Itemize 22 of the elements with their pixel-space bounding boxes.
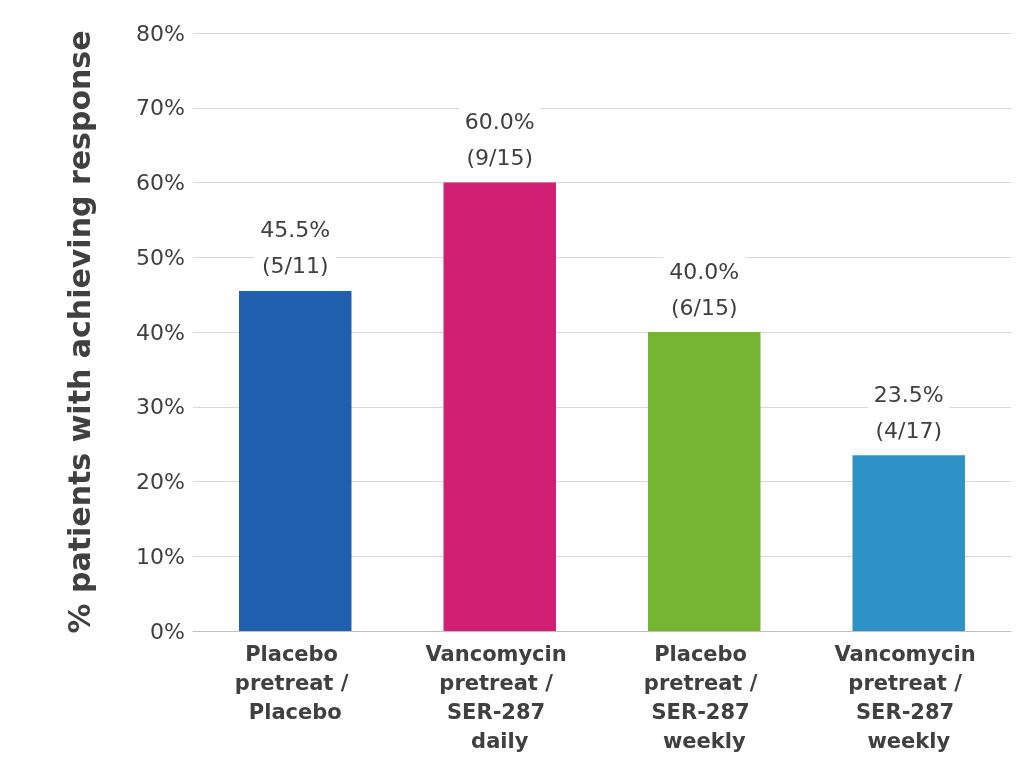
- y-tick-label: 0%: [150, 618, 185, 644]
- data-label: 60.0% (9/15): [464, 109, 535, 170]
- data-label: 40.0% (6/15): [669, 258, 740, 320]
- bar: [648, 332, 761, 631]
- x-tick-label: Vancomycin pretreat / SER-287 weekly: [834, 641, 984, 753]
- y-tick-label: 30%: [136, 394, 185, 420]
- y-axis-title: % patients with achieving response: [61, 30, 97, 634]
- bar: [443, 182, 556, 631]
- y-tick-label: 60%: [136, 170, 185, 195]
- y-tick-label: 70%: [136, 95, 185, 121]
- bar: [852, 455, 965, 631]
- x-tick-label: Placebo pretreat / Placebo: [234, 641, 356, 724]
- y-tick-label: 20%: [136, 469, 185, 494]
- data-label: 23.5% (4/17): [873, 381, 944, 443]
- data-label: 45.5% (5/11): [260, 217, 331, 279]
- y-tick-label: 40%: [136, 319, 185, 345]
- bar: [239, 290, 352, 631]
- y-tick-label: 50%: [136, 244, 185, 270]
- x-tick-label: Vancomycin pretreat / SER-287 daily: [425, 641, 575, 753]
- y-tick-label: 10%: [136, 543, 185, 569]
- y-tick-label: 80%: [136, 20, 185, 46]
- x-tick-label: Placebo pretreat / SER-287 weekly: [643, 641, 765, 753]
